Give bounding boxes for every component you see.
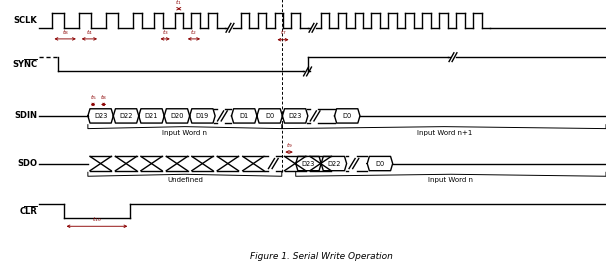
Text: D20: D20: [170, 113, 184, 119]
Text: Input Word n: Input Word n: [162, 130, 207, 136]
Text: t$_8$: t$_8$: [100, 93, 107, 102]
Text: t$_5$: t$_5$: [90, 93, 96, 102]
Text: Figure 1. Serial Write Operation: Figure 1. Serial Write Operation: [250, 252, 393, 261]
Text: D23: D23: [94, 113, 107, 119]
Text: SDO: SDO: [18, 159, 38, 168]
Text: t$_9$: t$_9$: [285, 141, 293, 150]
Text: D23: D23: [302, 161, 315, 167]
Text: D0: D0: [375, 161, 385, 167]
Text: D19: D19: [196, 113, 209, 119]
Text: t$_{10}$: t$_{10}$: [92, 215, 102, 224]
Text: CLR: CLR: [20, 207, 38, 216]
Text: D1: D1: [239, 113, 249, 119]
Text: t$_3$: t$_3$: [162, 28, 168, 37]
Text: D22: D22: [119, 113, 133, 119]
Text: D0: D0: [342, 113, 352, 119]
Text: Input Word n: Input Word n: [428, 177, 473, 183]
Text: D23: D23: [288, 113, 302, 119]
Text: t$_4$: t$_4$: [86, 28, 93, 37]
Text: SYNC: SYNC: [13, 60, 38, 69]
Text: SCLK: SCLK: [14, 16, 38, 25]
Text: t$_2$: t$_2$: [190, 28, 198, 37]
Text: D22: D22: [327, 161, 341, 167]
Text: t$_8$: t$_8$: [62, 28, 68, 37]
Text: D0: D0: [265, 113, 275, 119]
Text: SDIN: SDIN: [15, 111, 38, 121]
Text: D21: D21: [145, 113, 158, 119]
Text: Undefined: Undefined: [167, 177, 203, 183]
Text: Input Word n+1: Input Word n+1: [416, 130, 472, 136]
Text: t$_1$: t$_1$: [175, 0, 182, 7]
Text: t$_7$: t$_7$: [279, 29, 287, 37]
